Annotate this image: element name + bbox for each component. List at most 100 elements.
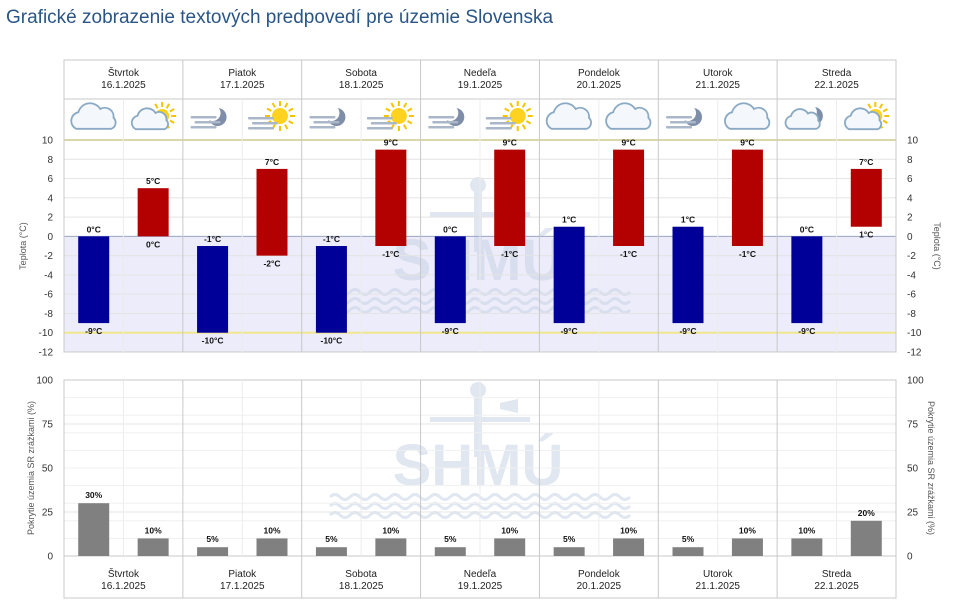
temp-axis-tick-left: 4 <box>47 193 53 204</box>
cloudy-icon <box>70 102 117 130</box>
day-date-footer: 19.1.2025 <box>458 581 503 592</box>
temp-axis-tick-left: 10 <box>42 136 54 147</box>
day-date-footer: 17.1.2025 <box>220 581 265 592</box>
fog-line <box>313 121 340 124</box>
temp-axis-tick-left: -2 <box>44 251 53 262</box>
cloudy-icon <box>605 102 652 130</box>
temp-axis-tick-right: -4 <box>907 270 916 281</box>
cloud-shape <box>784 108 821 130</box>
precipitation-bar <box>315 547 347 556</box>
temperature-low-label: 0°C <box>146 239 160 249</box>
temperature-low-label: -10°C <box>202 336 224 346</box>
precipitation-label: 30% <box>85 490 102 500</box>
precipitation-bar <box>553 547 585 556</box>
day-name-footer: Pondelok <box>578 569 621 580</box>
temperature-high-label: 7°C <box>265 157 279 167</box>
precipitation-bar <box>850 520 882 556</box>
precipitation-bar <box>434 547 466 556</box>
temperature-low-label: 1°C <box>859 230 873 240</box>
temp-axis-title-left: Teplota (°C) <box>18 222 28 270</box>
day-date-header: 20.1.2025 <box>577 80 622 91</box>
precipitation-label: 20% <box>858 508 875 518</box>
sun-ray <box>407 120 413 125</box>
fog-line <box>489 122 516 125</box>
fog-line <box>428 116 455 119</box>
sun-ray <box>525 107 532 112</box>
day-name-footer: Piatok <box>228 569 257 580</box>
precipitation-bar <box>78 503 110 556</box>
precip-axis-tick-left: 100 <box>36 376 53 387</box>
watermark-vane-ball <box>470 382 486 398</box>
min-temperature-bar <box>78 236 110 324</box>
precipitation-bar <box>494 538 526 556</box>
precipitation-bar <box>137 538 169 556</box>
day-name-header: Utorok <box>703 68 733 79</box>
temp-axis-tick-left: 2 <box>47 213 53 224</box>
sun-ray <box>882 108 888 113</box>
watermark-vane-flag <box>500 399 518 413</box>
precip-axis-tick-left: 50 <box>42 464 54 475</box>
temperature-high-label: 1°C <box>681 215 695 225</box>
precip-axis-tick-right: 75 <box>907 420 919 431</box>
day-date-footer: 21.1.2025 <box>695 581 740 592</box>
precipitation-label: 5% <box>206 534 219 544</box>
sun-ray <box>867 103 872 109</box>
fog-line <box>485 127 512 130</box>
day-date-header: 19.1.2025 <box>458 80 503 91</box>
fog-line <box>366 117 393 120</box>
day-name-header: Štvrtok <box>108 66 140 79</box>
fog-line <box>670 121 696 124</box>
sunny-fog-icon <box>485 101 533 131</box>
sun-ray <box>504 107 510 112</box>
temp-axis-tick-left: -6 <box>44 290 53 301</box>
temp-axis-tick-right: -12 <box>907 348 922 359</box>
precipitation-bar <box>256 538 288 556</box>
sun-ray <box>284 102 289 108</box>
day-date-header: 17.1.2025 <box>220 80 265 91</box>
temp-axis-tick-right: -2 <box>907 251 916 262</box>
sun-disc <box>509 108 526 124</box>
temp-axis-tick-right: 2 <box>907 213 913 224</box>
sun-ray <box>407 107 413 112</box>
day-name-footer: Sobota <box>345 569 377 580</box>
precipitation-bar <box>731 538 763 556</box>
min-temperature-bar <box>434 236 466 324</box>
temperature-high-label: -1°C <box>204 234 221 244</box>
min-temperature-bar <box>553 226 585 324</box>
temp-axis-title-right: Teplota (°C) <box>932 222 942 270</box>
precip-axis-tick-right: 100 <box>907 376 924 387</box>
sun-ray <box>878 103 884 109</box>
precipitation-bar <box>613 538 645 556</box>
night-fog-icon <box>309 105 346 129</box>
watermark-vane-pole <box>474 192 482 252</box>
temperature-low-label: -1°C <box>501 249 518 259</box>
temp-axis-tick-left: 0 <box>47 232 53 243</box>
sun-ray <box>284 124 289 130</box>
temp-axis-tick-left: -8 <box>44 309 53 320</box>
precip-axis-tick-left: 75 <box>42 420 54 431</box>
precip-axis-tick-right: 0 <box>907 552 913 563</box>
day-date-header: 22.1.2025 <box>814 80 859 91</box>
temp-axis-tick-right: -10 <box>907 328 922 339</box>
sunny-fog-icon <box>248 101 295 131</box>
precipitation-label: 10% <box>798 525 815 535</box>
fog-line <box>248 117 274 120</box>
fog-line <box>432 121 459 124</box>
fog-line <box>366 127 393 130</box>
temperature-high-label: 7°C <box>859 157 873 167</box>
day-name-footer: Nedeľa <box>464 569 497 580</box>
cloud-shape <box>130 107 169 131</box>
sun-ray <box>165 103 171 109</box>
temperature-high-label: 0°C <box>800 224 814 234</box>
fog-line <box>666 116 692 119</box>
day-name-footer: Utorok <box>703 569 733 580</box>
moon-cut <box>442 105 459 121</box>
cloud-shape <box>70 102 117 130</box>
temp-axis-tick-right: 0 <box>907 232 913 243</box>
max-temperature-bar <box>256 168 288 256</box>
temp-axis-tick-right: 4 <box>907 193 913 204</box>
shmu-watermark-2: SHMÚ <box>328 382 632 519</box>
temperature-high-label: 0°C <box>87 224 101 234</box>
temperature-high-label: 9°C <box>384 138 398 148</box>
temperature-high-label: 1°C <box>562 215 576 225</box>
